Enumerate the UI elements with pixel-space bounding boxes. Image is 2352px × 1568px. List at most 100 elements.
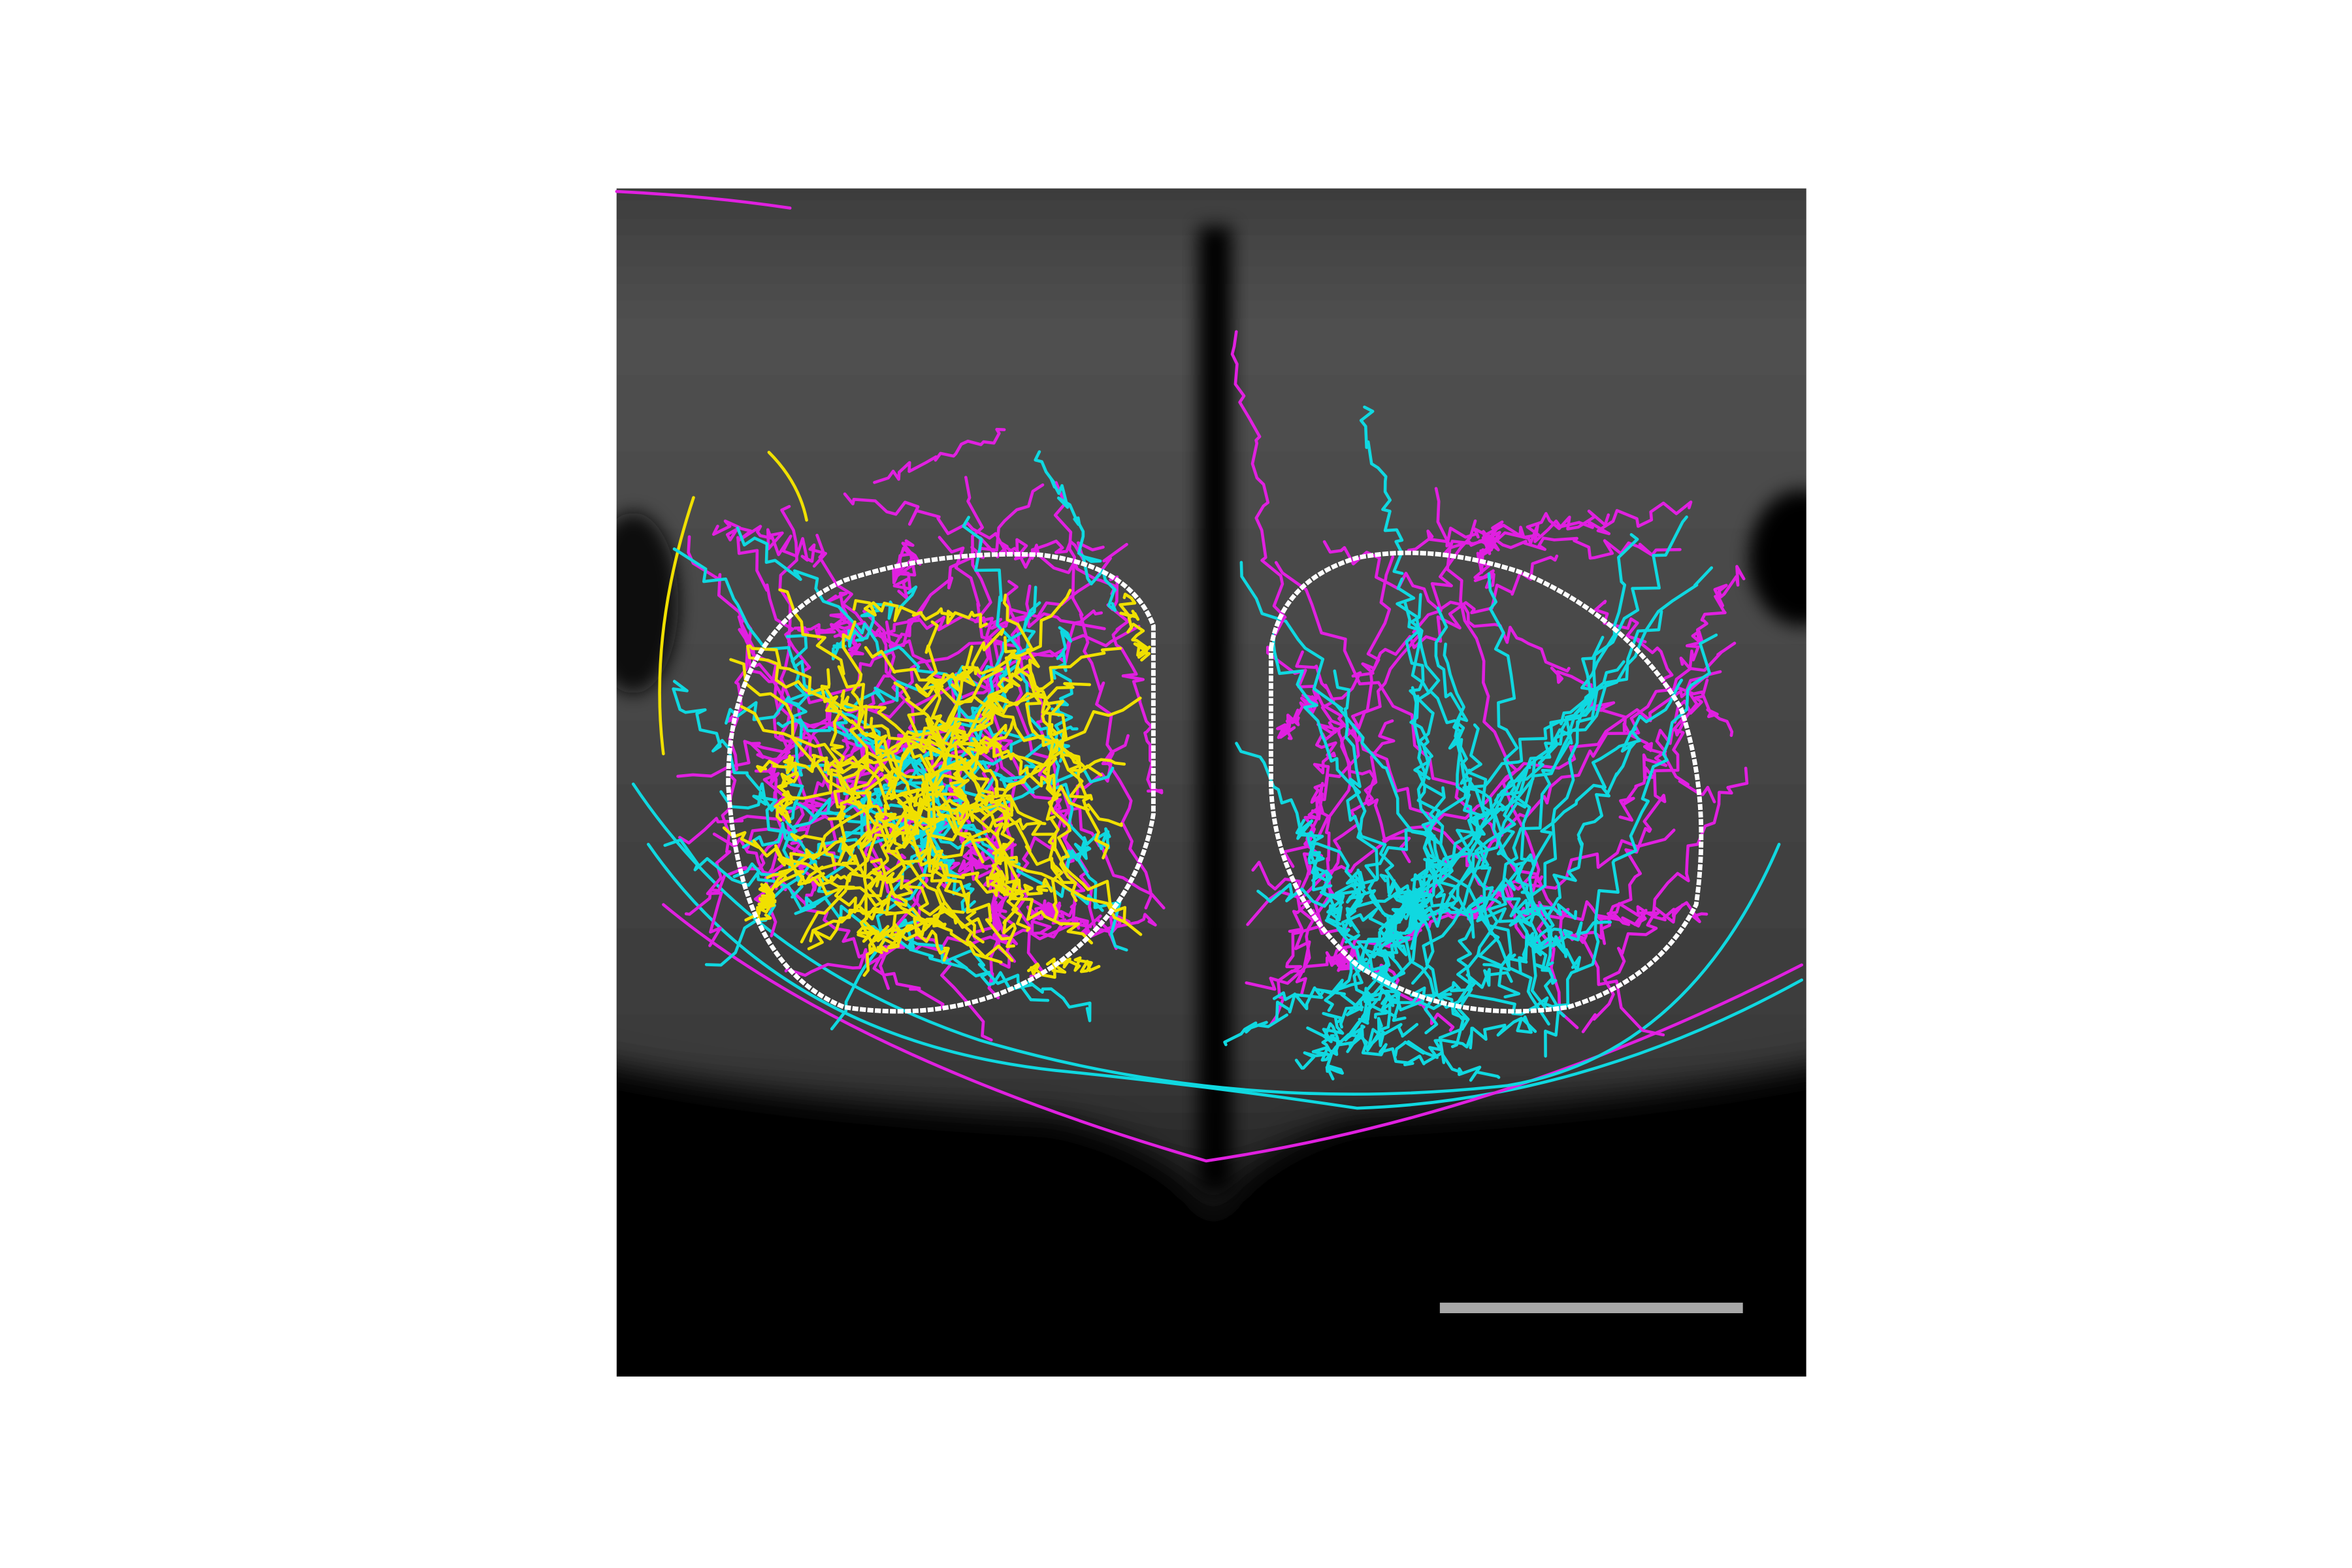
trace: [1339, 871, 1431, 1029]
trace: [744, 653, 1016, 922]
trace: [778, 588, 985, 864]
trace: [889, 718, 1015, 840]
trace: [1053, 481, 1153, 909]
trace: [969, 737, 1031, 932]
trace: [906, 735, 1126, 770]
edge-shadow: [616, 512, 679, 694]
trace: [1000, 796, 1021, 949]
trace: [1409, 686, 1450, 915]
trace: [1306, 1022, 1501, 1082]
trace: [1518, 533, 1639, 974]
trace: [873, 427, 1006, 484]
trace: [1618, 678, 1709, 822]
trace: [1394, 1015, 1537, 1059]
trace: [892, 539, 922, 600]
trace: [1333, 669, 1407, 1022]
trace: [1487, 572, 1547, 1009]
trace: [722, 826, 904, 937]
trace: [736, 526, 1026, 740]
trace: [870, 858, 950, 962]
trace: [1285, 781, 1325, 974]
trace: [1256, 883, 1501, 917]
trace: [1359, 405, 1404, 575]
trace: [767, 451, 808, 522]
trace: [774, 754, 800, 824]
trace: [1380, 968, 1513, 1005]
trace: [1593, 600, 1734, 737]
trace: [1043, 700, 1064, 921]
trace: [1027, 956, 1101, 979]
scale-bar: [1439, 1302, 1743, 1313]
trace: [1482, 919, 1612, 972]
trace: [985, 876, 1053, 896]
trace: [1379, 874, 1437, 921]
trace: [1235, 742, 1469, 1021]
trace: [774, 844, 1014, 962]
trace: [1275, 689, 1318, 740]
trace: [1419, 642, 1737, 896]
trace: [841, 726, 976, 760]
roi-outline-left: [726, 551, 1156, 1014]
trace: [1411, 515, 1688, 985]
trace: [1679, 564, 1746, 670]
trace: [1344, 610, 1663, 1042]
trace: [962, 515, 1128, 952]
trace: [712, 832, 945, 1009]
trace: [1322, 540, 1571, 673]
trace: [1269, 719, 1396, 1026]
trace: [1272, 988, 1566, 1018]
trace: [1473, 520, 1504, 589]
trace: [771, 483, 1045, 772]
trace: [841, 620, 877, 955]
trace: [784, 915, 1122, 977]
trace: [809, 696, 1142, 943]
trace: [766, 870, 882, 890]
trace: [852, 599, 988, 629]
trace: [1034, 450, 1117, 612]
trace: [1464, 768, 1582, 972]
trace: [1581, 766, 1749, 1034]
trace: [1321, 1011, 1345, 1081]
trace: [748, 644, 1014, 812]
trace: [1443, 500, 1693, 555]
trace: [915, 666, 994, 698]
trace: [615, 189, 792, 210]
tissue: [616, 188, 1806, 1222]
trace: [672, 679, 818, 868]
trace: [1002, 593, 1109, 860]
trace: [1003, 636, 1094, 801]
roi-outline-right: [1268, 550, 1704, 1014]
trace: [1445, 534, 1682, 560]
neuron-tracings: [631, 330, 1803, 1163]
trace: [706, 612, 753, 947]
trace: [862, 774, 896, 977]
trace: [1239, 561, 1550, 1026]
trace: [1295, 819, 1343, 926]
trace: [1600, 675, 1709, 945]
trace: [1294, 1022, 1419, 1070]
trace: [746, 644, 1000, 838]
midline-groove: [1198, 226, 1232, 1192]
trace: [1324, 903, 1578, 932]
trace: [774, 647, 1122, 808]
trace: [658, 496, 695, 756]
trace: [804, 723, 1007, 885]
trace: [790, 763, 1104, 912]
trace: [988, 842, 1009, 897]
trace: [1295, 650, 1411, 864]
trace: [1410, 593, 1439, 1035]
trace: [1544, 633, 1718, 1058]
trace: [831, 585, 918, 661]
trace: [756, 754, 874, 774]
trace: [1119, 593, 1151, 662]
trace: [1340, 868, 1366, 944]
trace: [662, 903, 1803, 1163]
trace: [711, 519, 827, 568]
trace: [1533, 727, 1637, 944]
trace: [871, 908, 965, 955]
trace: [925, 717, 1143, 936]
trace: [1063, 827, 1111, 872]
trace: [1274, 561, 1665, 1037]
